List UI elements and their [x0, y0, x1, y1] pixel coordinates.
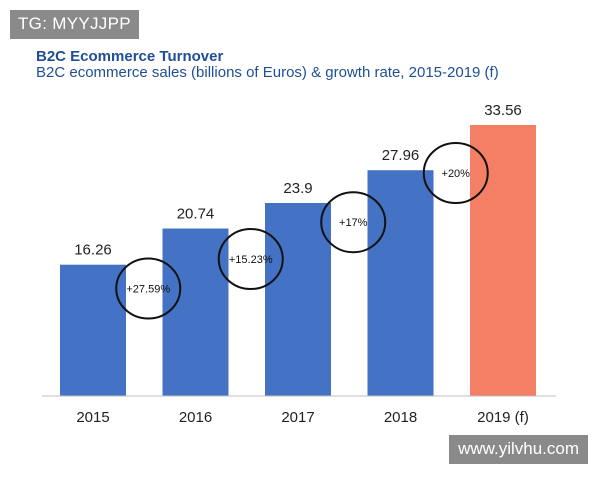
- x-tick-label: 2017: [281, 409, 314, 426]
- bar-2015: [60, 264, 126, 396]
- growth-label: +15.23%: [229, 254, 273, 266]
- value-label: 20.74: [177, 206, 215, 223]
- growth-label: +20%: [442, 168, 471, 180]
- bar-2017: [265, 203, 331, 396]
- growth-label: +17%: [339, 217, 368, 229]
- growth-circle: [217, 228, 284, 291]
- watermark-bottom: www.yilvhu.com: [449, 435, 588, 464]
- value-label: 16.26: [74, 242, 112, 259]
- growth-label: +27.59%: [126, 284, 170, 296]
- x-tick-label: 2015: [76, 409, 109, 426]
- x-tick-label: 2018: [384, 409, 417, 426]
- x-tick-label: 2016: [179, 409, 212, 426]
- value-label: 23.9: [283, 180, 312, 197]
- chart-title: B2C Ecommerce Turnover: [36, 48, 224, 65]
- bar-2018: [367, 170, 434, 396]
- x-tick-label: 2019 (f): [477, 409, 529, 426]
- chart-subtitle: B2C ecommerce sales (billions of Euros) …: [36, 64, 499, 81]
- growth-circle: [115, 257, 182, 320]
- value-label: 33.56: [484, 102, 522, 119]
- growth-circle: [320, 191, 387, 254]
- bar-2019f: [470, 125, 536, 396]
- bar-2016: [162, 228, 229, 396]
- value-label: 27.96: [382, 147, 420, 164]
- growth-circle: [422, 142, 489, 204]
- watermark-top: TG: MYYJJPP: [10, 10, 139, 39]
